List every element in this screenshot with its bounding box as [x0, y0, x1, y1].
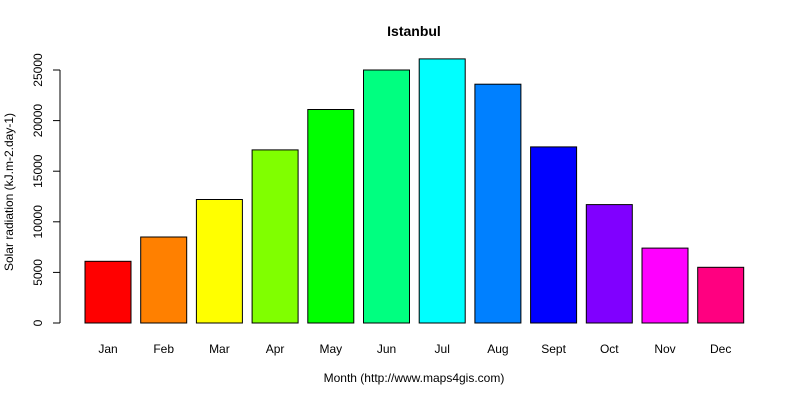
y-tick-label: 25000	[31, 53, 45, 87]
bar-oct	[585, 204, 633, 324]
x-tick-label: Oct	[600, 342, 619, 356]
y-axis-title: Solar radiation (kJ.m-2.day-1)	[2, 113, 16, 271]
chart-title: Istanbul	[387, 23, 441, 39]
bar-may	[307, 109, 355, 324]
y-tick-label: 5000	[31, 259, 45, 286]
bar-aug	[474, 83, 522, 324]
bars-layer	[84, 58, 745, 324]
x-axis-title: Month (http://www.maps4gis.com)	[324, 371, 505, 385]
x-tick-label: Apr	[266, 342, 285, 356]
bar-jan	[84, 260, 132, 324]
x-tick-label: Jul	[435, 342, 450, 356]
bar-jul	[418, 58, 466, 324]
x-tick-label: Aug	[487, 342, 508, 356]
bar-sept	[530, 146, 578, 324]
bar-nov	[641, 247, 689, 324]
y-axis: 0 5000 10000 15000 20000 25000	[31, 53, 61, 326]
x-tick-label: Mar	[209, 342, 230, 356]
y-tick-label: 10000	[31, 205, 45, 239]
bar-jun	[363, 69, 410, 324]
x-tick-label: May	[319, 342, 342, 356]
x-tick-label: Feb	[153, 342, 174, 356]
x-tick-label: Jun	[377, 342, 396, 356]
x-tick-label: Sept	[541, 342, 566, 356]
x-axis-labels: Jan Feb Mar Apr May Jun Jul Aug Sept Oct Nov Dec	[98, 342, 731, 356]
x-tick-label: Nov	[654, 342, 675, 356]
bar-apr	[251, 149, 299, 324]
y-tick-label: 0	[31, 319, 45, 326]
x-tick-label: Dec	[710, 342, 731, 356]
y-tick-label: 15000	[31, 154, 45, 188]
bar-dec	[697, 266, 745, 324]
y-tick-label: 20000	[31, 104, 45, 138]
bar-feb	[140, 236, 188, 324]
x-tick-label: Jan	[98, 342, 117, 356]
bar-mar	[195, 199, 243, 324]
